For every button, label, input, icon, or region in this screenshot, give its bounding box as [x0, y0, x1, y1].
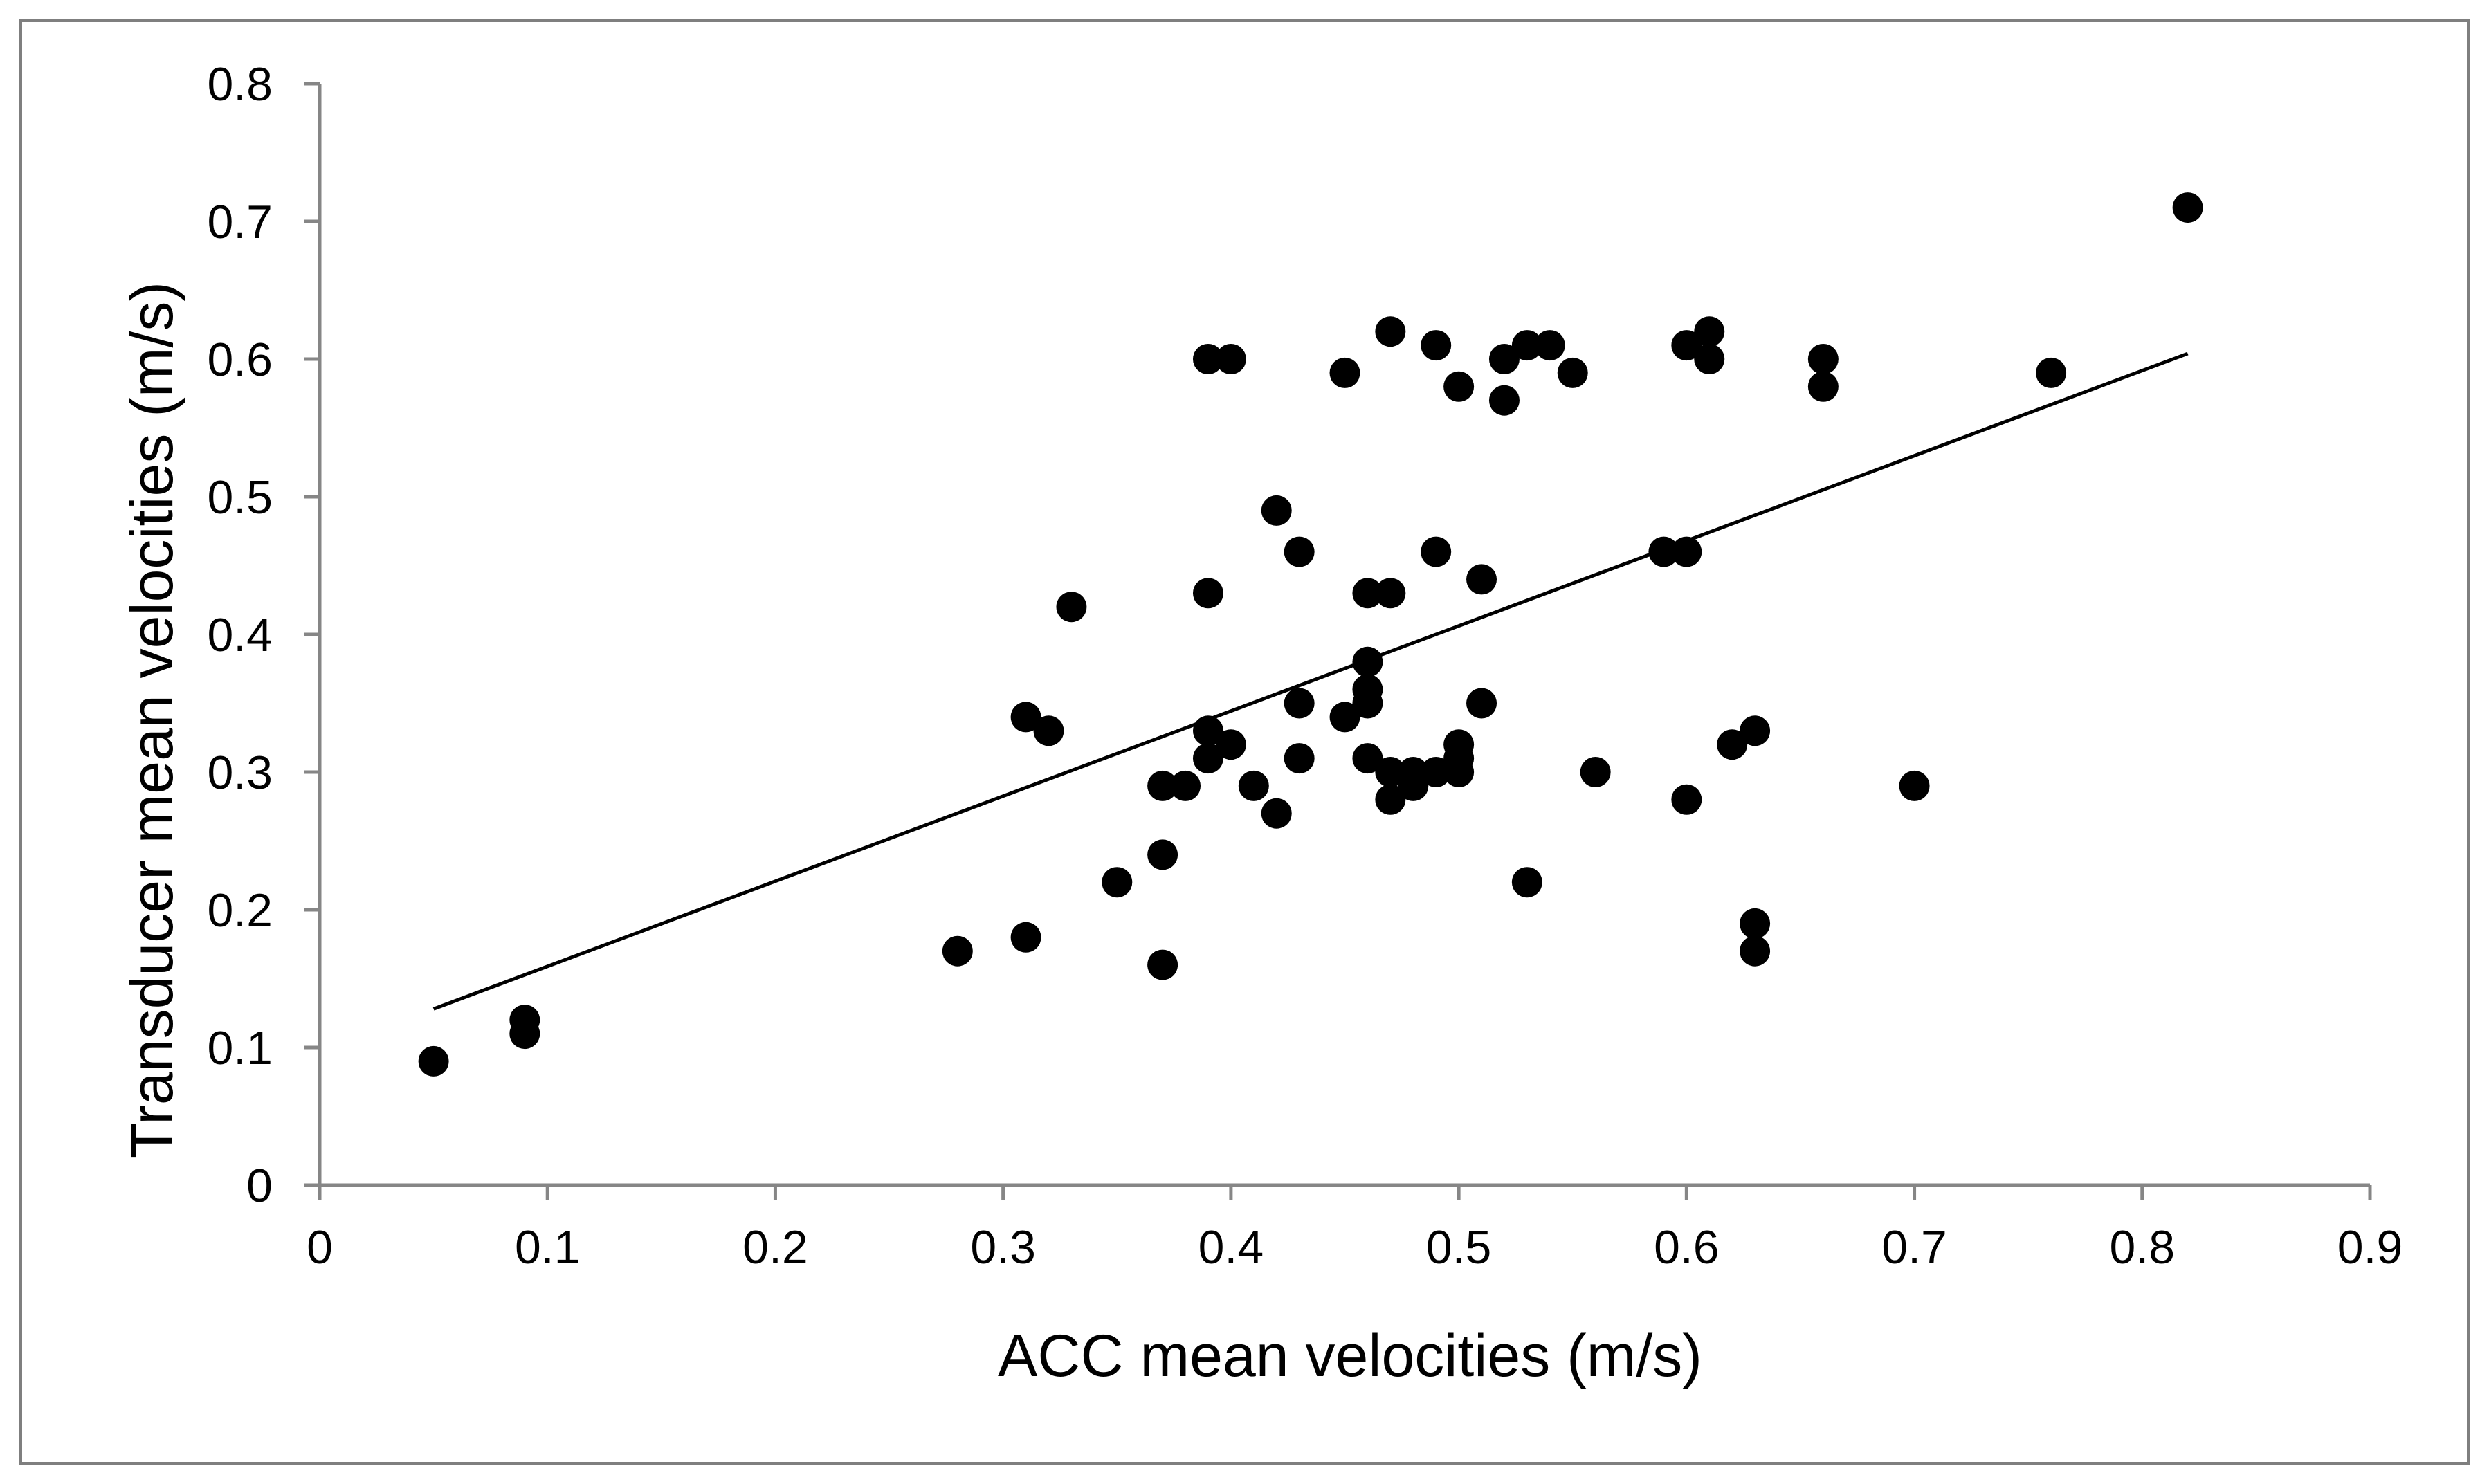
data-point: [1375, 578, 1406, 609]
x-axis-ticks: 0 0.1 0.2 0.3 0.4 0.5 0.6 0.7 0.8 0.9: [307, 1185, 2403, 1274]
data-point: [1717, 729, 1748, 760]
x-tick-label: 0.7: [1881, 1221, 1947, 1274]
data-point: [1352, 578, 1383, 609]
data-point: [1421, 757, 1452, 787]
data-point: [1102, 867, 1133, 898]
data-point: [1238, 770, 1269, 801]
data-point: [1694, 344, 1725, 374]
x-tick-label: 0.4: [1198, 1221, 1264, 1274]
data-point: [1511, 330, 1542, 361]
data-point: [1740, 715, 1771, 746]
chart-frame: 0 0.1 0.2 0.3 0.4 0.5 0.6 0.7 0.8 0 0.1 0.2 0.3 0.4 0…: [19, 19, 2470, 1465]
data-point: [1284, 688, 1315, 719]
data-point: [1147, 770, 1178, 801]
data-point: [1033, 715, 1064, 746]
y-tick-label: 0.5: [207, 471, 273, 524]
data-point: [1740, 908, 1771, 939]
data-point: [1215, 729, 1246, 760]
x-tick-label: 0.8: [2110, 1221, 2176, 1274]
y-axis-ticks: 0 0.1 0.2 0.3 0.4 0.5 0.6 0.7 0.8: [207, 58, 320, 1212]
y-tick-label: 0: [246, 1160, 273, 1212]
x-tick-label: 0: [307, 1221, 333, 1274]
data-point: [1352, 743, 1383, 774]
data-point: [1557, 357, 1588, 388]
data-point: [1534, 330, 1565, 361]
data-point: [509, 1018, 540, 1050]
data-point: [1807, 371, 1839, 402]
data-point: [1488, 385, 1520, 416]
data-point: [1421, 330, 1452, 361]
data-point: [1807, 344, 1839, 374]
data-point: [1010, 922, 1041, 953]
y-tick-label: 0.7: [207, 196, 273, 248]
data-point: [1192, 344, 1223, 374]
data-point: [2172, 192, 2203, 223]
data-point: [1375, 784, 1406, 815]
data-point: [1443, 371, 1475, 402]
data-point: [1443, 757, 1475, 787]
data-point: [1466, 564, 1497, 595]
data-point: [942, 935, 973, 967]
x-tick-label: 0.9: [2337, 1221, 2403, 1274]
data-point: [1329, 357, 1360, 388]
data-point: [1421, 536, 1452, 567]
x-tick-label: 0.6: [1654, 1221, 1720, 1274]
x-tick-label: 0.5: [1426, 1221, 1492, 1274]
data-point: [1899, 770, 1930, 801]
data-point: [1375, 757, 1406, 787]
data-point: [1671, 330, 1702, 361]
scatter-chart: 00.10.20.30.40.50.60.70.8 0 0.1 0.2 0.3 0.4 0…: [119, 58, 2403, 1389]
data-point: [1056, 592, 1087, 623]
data-point: [1170, 770, 1201, 801]
data-point: [1694, 316, 1725, 347]
data-point: [1398, 770, 1429, 801]
x-axis-title: ACC mean velocities (m/s): [998, 1323, 1702, 1389]
data-point: [1261, 495, 1292, 526]
data-point: [1147, 949, 1178, 980]
data-point: [1010, 702, 1041, 733]
data-point: [1511, 867, 1542, 898]
data-point: [1284, 743, 1315, 774]
data-point: [1648, 536, 1679, 567]
data-point: [1488, 344, 1520, 374]
data-point: [1352, 688, 1383, 719]
y-tick-label: 0.4: [207, 609, 273, 661]
x-tick-label: 0.1: [515, 1221, 581, 1274]
data-point: [1284, 536, 1315, 567]
data-points: [418, 192, 2203, 1077]
data-point: [1147, 839, 1178, 870]
data-point: [1215, 344, 1246, 374]
data-point: [418, 1045, 449, 1077]
data-point: [2036, 357, 2067, 388]
y-tick-label: 0.3: [207, 746, 273, 799]
x-tick-label: 0.2: [742, 1221, 808, 1274]
data-point: [1466, 688, 1497, 719]
data-point: [1192, 578, 1223, 609]
data-point: [1192, 743, 1223, 774]
data-point: [1329, 702, 1360, 733]
linear-trendline: [432, 351, 2189, 1011]
y-tick-label: 0.1: [207, 1022, 273, 1074]
y-axis-title: Transducer mean velocities (m/s): [119, 282, 185, 1159]
data-point: [1671, 784, 1702, 815]
data-point: [1352, 646, 1383, 677]
data-point: [1580, 757, 1611, 787]
y-tick-label: 0.2: [207, 884, 273, 937]
x-tick-label: 0.3: [970, 1221, 1036, 1274]
data-point: [1740, 935, 1771, 967]
data-point: [1261, 798, 1292, 829]
y-tick-label: 0.6: [207, 333, 273, 386]
y-tick-label: 0.8: [207, 58, 273, 111]
data-point: [1375, 316, 1406, 347]
